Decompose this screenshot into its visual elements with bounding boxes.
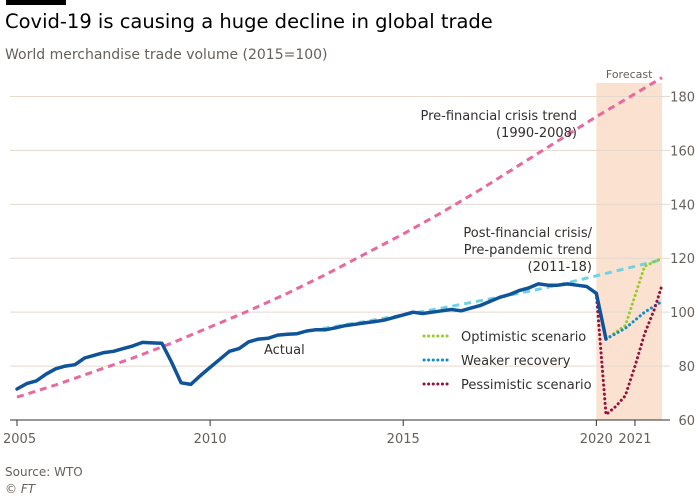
ft-credit: © FT	[5, 482, 36, 496]
y-tick-label: 80	[678, 360, 695, 375]
gridlines	[10, 95, 670, 421]
x-tick-label: 2005	[3, 432, 36, 447]
y-tick-label: 100	[670, 306, 695, 321]
y-tick-label: 120	[670, 252, 695, 267]
label-actual: Actual	[264, 343, 305, 358]
label-pre-crisis-period: (1990-2008)	[496, 126, 577, 141]
series-line-pre-financial-crisis-trend-1990-2008	[16, 76, 663, 399]
x-tick-label: 2010	[194, 432, 227, 447]
label-post-crisis-trend: Post-financial crisis/	[463, 226, 592, 241]
label-post-crisis-period: (2011-18)	[528, 260, 592, 275]
y-axis-ticks: 60 80 100 120 140 160 180	[670, 90, 695, 429]
x-tick-label: 2020	[580, 432, 613, 447]
y-tick-label: 180	[670, 90, 695, 105]
x-tick-label: 2021	[618, 432, 651, 447]
y-tick-label: 60	[678, 414, 695, 429]
x-tick-label: 2015	[387, 432, 420, 447]
forecast-region: Forecast	[596, 68, 662, 420]
chart-title: Covid-19 is causing a huge decline in gl…	[5, 10, 493, 33]
legend-entry: Weaker recovery	[461, 354, 571, 369]
series-line-optimistic-scenario	[604, 256, 664, 341]
series-line-pessimistic-scenario	[594, 283, 664, 417]
legend-entry: Optimistic scenario	[461, 330, 586, 345]
y-tick-label: 160	[670, 144, 695, 159]
series-line-post-financial-crisis-pre-pandemic-trend-2011-18	[310, 258, 663, 332]
series-labels: Pre-financial crisis trend (1990-2008) Pos…	[264, 109, 593, 358]
label-pre-pandemic-trend: Pre-pandemic trend	[464, 243, 592, 258]
forecast-label: Forecast	[606, 68, 653, 81]
legend-entry: Pessimistic scenario	[461, 378, 592, 393]
y-tick-label: 140	[670, 198, 695, 213]
ft-topbar	[6, 0, 66, 5]
source-note: Source: WTO	[5, 465, 83, 479]
legend: Optimistic scenario Weaker recovery Pessim…	[422, 330, 592, 393]
series-line-actual	[15, 282, 608, 391]
forecast-band	[596, 83, 662, 420]
series-lines	[15, 76, 664, 417]
x-axis-ticks: 2005 2010 2015 2020 2021	[3, 420, 652, 447]
chart-subtitle: World merchandise trade volume (2015=100…	[5, 47, 328, 63]
label-pre-crisis-trend: Pre-financial crisis trend	[420, 109, 577, 124]
